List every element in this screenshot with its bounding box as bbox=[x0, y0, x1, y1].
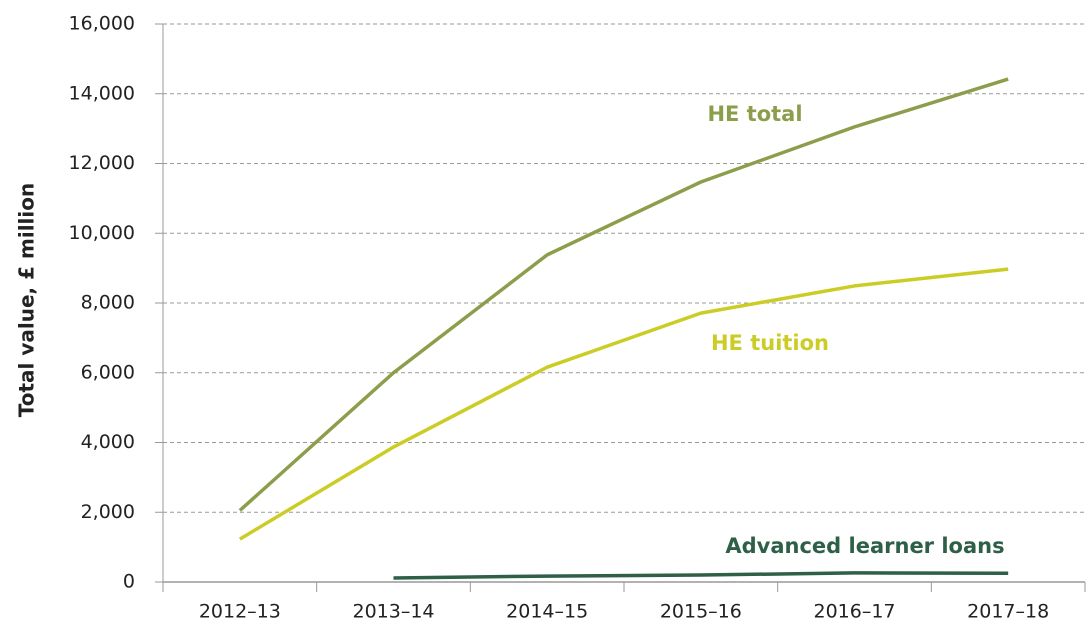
x-tick-label: 2015–16 bbox=[660, 601, 742, 623]
y-tick-label: 16,000 bbox=[69, 13, 135, 35]
series-line bbox=[238, 77, 1009, 512]
x-tick-label: 2014–15 bbox=[506, 601, 588, 623]
series-label: Advanced learner loans bbox=[725, 534, 1004, 558]
y-tick-label: 6,000 bbox=[81, 361, 135, 383]
y-tick-label: 12,000 bbox=[69, 152, 135, 174]
x-tick-label: 2013–14 bbox=[352, 601, 434, 623]
y-tick-label: 0 bbox=[123, 571, 135, 593]
series-label: HE total bbox=[707, 102, 802, 126]
y-tick-label: 10,000 bbox=[69, 222, 135, 244]
series-line bbox=[238, 267, 1009, 541]
y-axis-title: Total value, £ million bbox=[15, 183, 39, 417]
y-tick-label: 14,000 bbox=[69, 82, 135, 104]
y-tick-label: 4,000 bbox=[81, 431, 135, 453]
series-label: HE tuition bbox=[711, 331, 829, 355]
y-tick-label: 2,000 bbox=[81, 501, 135, 523]
x-tick-label: 2012–13 bbox=[199, 601, 281, 623]
x-tick-label: 2016–17 bbox=[813, 601, 895, 623]
x-tick-label: 2017–18 bbox=[967, 601, 1049, 623]
series-line bbox=[393, 571, 1009, 580]
y-tick-label: 8,000 bbox=[81, 292, 135, 314]
